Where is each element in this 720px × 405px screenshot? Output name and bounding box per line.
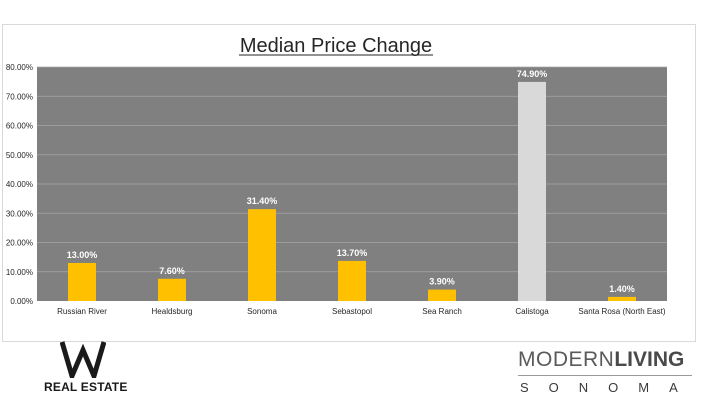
logo-left-text: REAL ESTATE <box>44 380 128 394</box>
w-logo-icon <box>60 341 106 378</box>
data-label: 13.00% <box>67 250 98 260</box>
w-real-estate-logo: REAL ESTATE <box>40 340 130 400</box>
x-tick-label: Sebastopol <box>332 307 372 316</box>
modern-living-sonoma-logo: MODERNLIVING SONOMA <box>518 348 698 400</box>
bar <box>158 278 186 301</box>
logo-word-living: LIVING <box>614 348 685 371</box>
x-tick-label: Santa Rosa (North East) <box>578 307 665 316</box>
y-tick-label: 10.00% <box>6 268 33 277</box>
chart-title: Median Price Change <box>240 35 432 57</box>
x-tick-label: Sea Ranch <box>422 307 462 316</box>
logo-word-sonoma: SONOMA <box>520 380 698 395</box>
y-tick-label: 70.00% <box>6 92 33 101</box>
bar <box>428 289 456 301</box>
logo-divider <box>518 375 692 376</box>
x-tick-label: Healdsburg <box>152 307 193 316</box>
x-tick-label: Calistoga <box>515 307 549 316</box>
x-tick-label: Russian River <box>57 307 107 316</box>
bar <box>338 260 366 301</box>
y-tick-label: 20.00% <box>6 239 33 248</box>
y-tick-label: 50.00% <box>6 151 33 160</box>
y-tick-label: 40.00% <box>6 180 33 189</box>
bar-chart: Median Price Change 0.00% 10.00% 20.00% 30.… <box>6 35 667 316</box>
data-label: 74.90% <box>517 69 548 79</box>
chart-container: Median Price Change 0.00% 10.00% 20.00% 30.… <box>2 24 696 342</box>
y-tick-label: 30.00% <box>6 209 33 218</box>
bar <box>248 209 276 301</box>
data-label: 31.40% <box>247 196 278 206</box>
data-label: 7.60% <box>159 266 185 276</box>
bar <box>68 262 96 301</box>
logo-word-modern: MODERN <box>518 348 615 371</box>
logo-right-wordmark: MODERNLIVING <box>518 348 684 372</box>
bar <box>518 81 546 301</box>
x-tick-label: Sonoma <box>247 307 277 316</box>
y-tick-label: 0.00% <box>10 297 33 306</box>
data-label: 1.40% <box>609 284 635 294</box>
bar <box>608 296 636 301</box>
y-tick-label: 80.00% <box>6 63 33 72</box>
data-label: 13.70% <box>337 248 368 258</box>
data-label: 3.90% <box>429 277 455 287</box>
y-tick-label: 60.00% <box>6 122 33 131</box>
